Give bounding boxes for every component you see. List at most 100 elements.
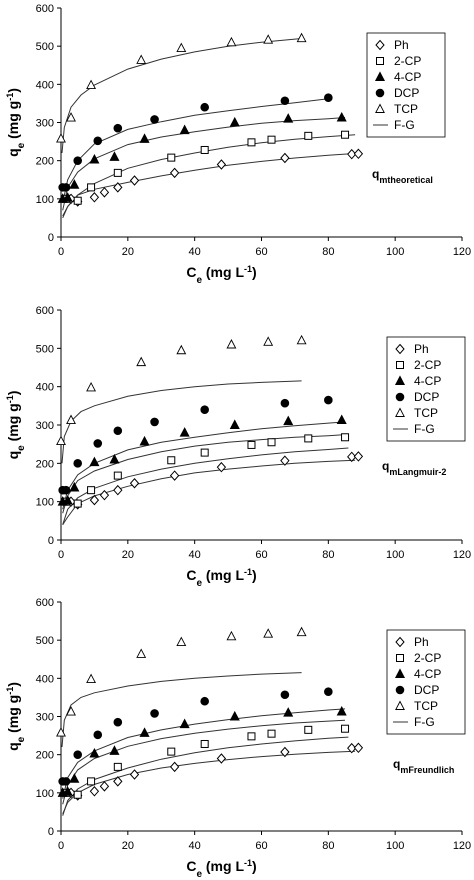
legend-marker-2-cp (376, 57, 384, 65)
data-point-2-cp (73, 196, 82, 205)
data-point-dcp (61, 183, 71, 192)
legend-label: 2-CP (414, 358, 441, 372)
series-dcp (58, 395, 333, 495)
x-axis-label-part: C (186, 567, 196, 583)
data-point-4-cp (109, 745, 120, 755)
data-point-2-cp (200, 739, 209, 748)
data-point-dcp (324, 93, 333, 102)
fit-line-tcp (61, 672, 302, 748)
data-point-dcp (113, 426, 123, 436)
y-tick-label: 100 (36, 194, 54, 206)
data-point-ph (347, 148, 357, 160)
y-axis-label: qe (mg g-1) (5, 391, 27, 460)
legend-label: F-G (394, 118, 415, 132)
chart-panel-2: 0 100 200 300 400 500 600 0 20 40 60 80 100 120 Ce (mg… (5, 305, 471, 589)
x-axis-label-part: (mg L (202, 264, 244, 280)
legend-marker-dcp (395, 685, 405, 695)
x-axis-label-part: -1 (244, 264, 252, 274)
legend-marker-tcp (375, 103, 385, 113)
data-point-2-cp (113, 471, 122, 480)
x-tick-label: 0 (58, 549, 64, 561)
data-point-tcp (226, 630, 237, 641)
data-point-4-cp (89, 456, 100, 467)
x-tick-label: 100 (386, 246, 404, 258)
y-axis-label-part: q (5, 148, 21, 157)
series-4-cp (57, 111, 347, 203)
data-point-ph (280, 746, 290, 758)
legend-label: 2-CP (394, 54, 421, 68)
x-tick-label: 80 (322, 840, 334, 852)
legend-label: Ph (394, 38, 409, 52)
data-point-4-cp (62, 494, 73, 505)
data-point-4-cp (109, 453, 120, 464)
x-tick-label: 60 (255, 840, 267, 852)
legend-label: DCP (394, 86, 419, 100)
data-point-dcp (324, 687, 333, 696)
y-tick-label: 100 (36, 497, 54, 509)
data-point-tcp (136, 356, 147, 367)
y-axis-label-part: -1 (5, 395, 15, 403)
data-point-ph (113, 484, 123, 496)
legend-box (386, 336, 466, 442)
x-tick-label: 0 (58, 246, 64, 258)
data-point-2-cp (200, 448, 209, 457)
x-tick-label: 0 (58, 840, 64, 852)
fit-line-ph (62, 152, 362, 217)
y-axis-label-part: (mg g (5, 695, 21, 737)
x-axis-label-part: C (186, 858, 196, 874)
data-point-ph (99, 781, 110, 792)
fit-line-dcp (62, 98, 329, 203)
data-point-dcp (280, 690, 290, 700)
legend-label: 4-CP (414, 374, 441, 388)
data-point-2-cp (267, 438, 276, 447)
y-axis-label-part: e (16, 142, 27, 148)
x-axis-label-part: (mg L (202, 567, 244, 583)
x-axis-label-part: -1 (244, 567, 252, 577)
x-axis-label-part: e (196, 578, 202, 589)
legend-marker-tcp (395, 407, 405, 417)
annotation-main: q (393, 757, 400, 771)
x-axis-label-part: C (186, 264, 196, 280)
data-point-ph (216, 753, 227, 764)
data-point-dcp (113, 717, 123, 727)
data-point-tcp (56, 727, 66, 737)
y-tick-label: 400 (36, 382, 54, 394)
series-tcp (56, 626, 307, 737)
data-point-dcp (73, 750, 83, 759)
data-point-2-cp (167, 747, 176, 756)
x-axis-label: Ce (mg L-1) (186, 858, 256, 880)
data-point-2-cp (167, 456, 176, 465)
data-point-ph (113, 182, 123, 193)
x-tick-label: 20 (122, 549, 134, 561)
data-point-4-cp (283, 113, 294, 123)
data-point-2-cp (304, 434, 313, 443)
y-tick-label: 100 (36, 788, 54, 800)
x-axis-label-part: e (196, 275, 202, 286)
legend-label: 2-CP (414, 651, 441, 665)
data-point-2-cp (247, 138, 256, 147)
annotation-main: q (382, 459, 389, 473)
y-tick-label: 400 (36, 673, 54, 685)
data-point-ph (169, 167, 180, 179)
y-tick-label: 0 (48, 232, 54, 244)
data-point-2-cp (267, 729, 276, 738)
y-axis-label-part: -1 (5, 93, 15, 101)
x-tick-label: 40 (189, 840, 201, 852)
series-dcp (58, 687, 333, 786)
data-point-2-cp (73, 790, 82, 799)
data-point-tcp (176, 42, 187, 53)
legend-label: DCP (414, 390, 439, 404)
data-point-4-cp (336, 705, 347, 716)
data-point-dcp (200, 696, 209, 706)
x-axis-label: Ce (mg L-1) (186, 567, 256, 589)
legend-marker-ph (375, 39, 385, 51)
x-axis-label-part: ) (252, 858, 257, 874)
x-tick-label: 60 (255, 549, 267, 561)
y-axis-label-part: ) (5, 391, 21, 396)
data-point-4-cp (336, 111, 347, 122)
data-point-tcp (296, 626, 307, 637)
y-tick-label: 200 (36, 750, 54, 762)
y-tick-label: 300 (36, 118, 54, 130)
data-point-tcp (263, 336, 274, 346)
